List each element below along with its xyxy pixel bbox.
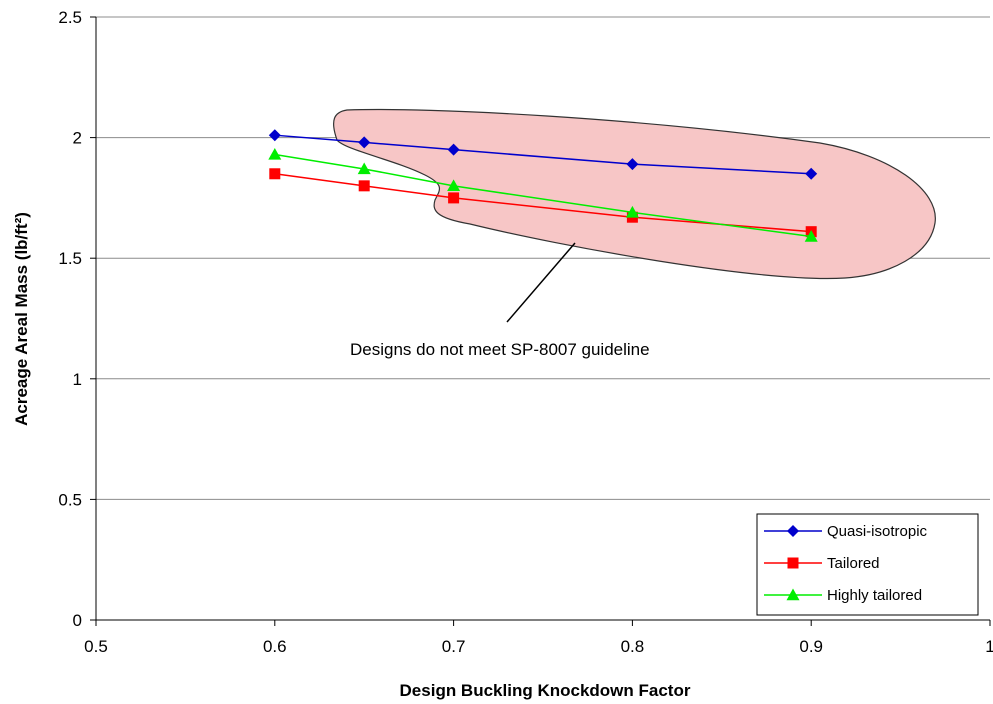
data-point-s2-0: [268, 147, 282, 160]
series-layer: [268, 129, 818, 242]
data-point-s1-0: [269, 168, 281, 180]
legend-label-2: Highly tailored: [827, 587, 922, 604]
y-tick-label-3: 1.5: [58, 249, 82, 268]
x-tick-label-0: 0.5: [84, 637, 108, 656]
gridlines: [96, 16, 990, 500]
data-point-s2-1: [357, 162, 371, 175]
y-tick-label-0: 0: [73, 611, 82, 630]
legend-marker-1: [787, 557, 799, 569]
data-point-s0-1: [358, 136, 371, 149]
x-axis-title: Design Buckling Knockdown Factor: [400, 681, 691, 700]
legend-marker-0: [787, 525, 799, 537]
annotation-leader-line: [506, 242, 576, 323]
data-point-s2-2: [447, 179, 461, 192]
annotation-text: Designs do not meet SP-8007 guideline: [350, 340, 650, 359]
x-tick-label-5: 1: [985, 637, 993, 656]
y-tick-label-5: 2.5: [58, 8, 82, 27]
data-point-s1-1: [358, 180, 370, 192]
legend-label-0: Quasi-isotropic: [827, 523, 928, 540]
y-axis-title: Acreage Areal Mass (lb/ft²): [12, 212, 31, 426]
y-tick-label-2: 1: [73, 370, 82, 389]
legend-marker-2: [786, 588, 800, 601]
y-tick-label-4: 2: [73, 129, 82, 148]
data-point-s0-3: [626, 158, 639, 171]
data-point-s0-4: [805, 167, 818, 180]
data-point-s0-2: [447, 143, 460, 156]
data-point-s2-4: [804, 229, 818, 242]
tick-labels: 00.511.522.50.5 0.6 0.7 0.8 0.9 1: [58, 8, 993, 656]
y-tick-label-1: 0.5: [58, 490, 82, 509]
legend: Quasi-isotropic Tailored Highly tailored: [756, 513, 979, 616]
data-point-s1-2: [448, 192, 460, 204]
legend-label-1: Tailored: [827, 555, 880, 572]
x-tick-label-3: 0.8: [621, 637, 645, 656]
x-tick-label-4: 0.9: [799, 637, 823, 656]
x-tick-label-1: 0.6: [263, 637, 287, 656]
x-tick-label-2: 0.7: [442, 637, 466, 656]
data-point-s2-3: [625, 205, 639, 218]
data-point-s0-0: [268, 129, 281, 142]
legend-items: Quasi-isotropic Tailored Highly tailored: [764, 523, 928, 604]
axes: [90, 16, 991, 626]
